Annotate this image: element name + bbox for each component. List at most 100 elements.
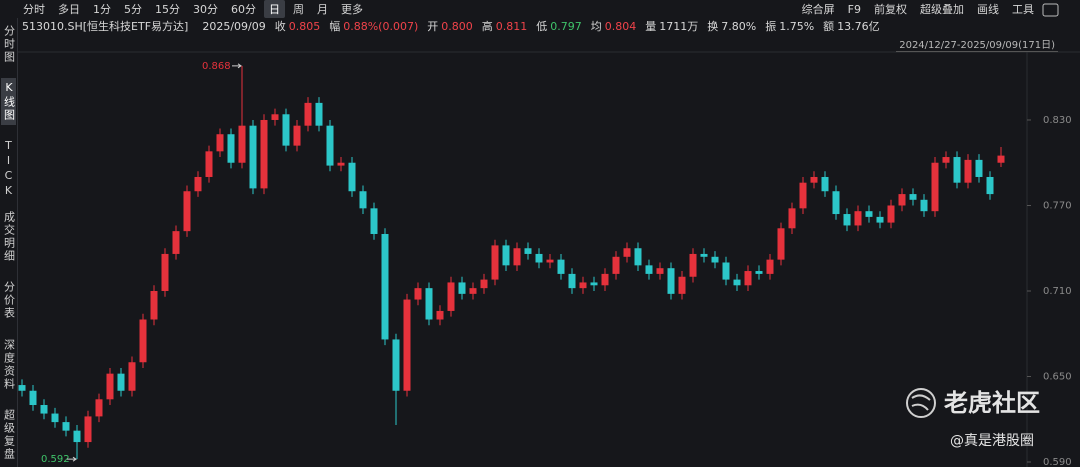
info-label: 量 bbox=[645, 20, 657, 33]
candle-body bbox=[282, 114, 290, 146]
sidebar-tab[interactable]: K线图 bbox=[1, 78, 16, 125]
candle-body bbox=[821, 176, 829, 192]
period-tab[interactable]: 日 bbox=[264, 0, 285, 18]
period-tab[interactable]: 15分 bbox=[155, 3, 180, 16]
candle-body bbox=[447, 282, 455, 311]
candle-body bbox=[667, 268, 675, 294]
info-field: 收 0.805 bbox=[275, 18, 321, 34]
window-icon[interactable] bbox=[1042, 3, 1059, 17]
candle-body bbox=[480, 279, 488, 289]
candle-body bbox=[590, 282, 598, 286]
candle-body bbox=[260, 119, 268, 189]
tool-button[interactable]: 综合屏 bbox=[801, 3, 835, 16]
info-bar: 513010.SH[恒生科技ETF易方达] 2025/09/09 收 0.805 幅… bbox=[22, 17, 880, 35]
period-tab[interactable]: 60分 bbox=[231, 3, 256, 16]
candle-body bbox=[436, 310, 444, 320]
candle-body bbox=[502, 245, 510, 266]
sidebar-tab[interactable]: 超级复盘 bbox=[2, 409, 16, 461]
info-field: 量 1711万 bbox=[645, 18, 698, 34]
info-field: 振 1.75% bbox=[765, 18, 814, 34]
y-tick-label: 0.590 bbox=[1043, 457, 1072, 467]
info-value: 7.80% bbox=[721, 20, 757, 33]
candle-body bbox=[766, 259, 774, 274]
candle-body bbox=[62, 422, 70, 431]
date-range[interactable]: 2024/12/27-2025/09/09(171日) bbox=[896, 36, 1058, 52]
info-field: 高 0.811 bbox=[482, 18, 528, 34]
tool-toolbar: 综合屏 F9 前复权 超级叠加 画线 工具 bbox=[797, 0, 1042, 18]
period-tab[interactable]: 周 bbox=[293, 3, 304, 16]
info-label: 开 bbox=[427, 20, 439, 33]
candle-body bbox=[403, 299, 411, 391]
candle-body bbox=[909, 194, 917, 200]
candle-body bbox=[678, 276, 686, 294]
candle-body bbox=[414, 288, 422, 300]
tool-button[interactable]: 前复权 bbox=[874, 3, 907, 16]
candle-body bbox=[139, 319, 147, 363]
candle-body bbox=[469, 288, 477, 294]
candle-body bbox=[546, 259, 554, 263]
period-tab[interactable]: 5分 bbox=[124, 3, 142, 16]
candle-body bbox=[84, 416, 92, 443]
period-tab[interactable]: 月 bbox=[317, 3, 328, 16]
watermark-logo-mark bbox=[911, 394, 931, 411]
candle-body bbox=[810, 176, 818, 183]
candle-body bbox=[40, 405, 48, 414]
tool-button[interactable]: F9 bbox=[847, 2, 861, 16]
sidebar-tab[interactable]: TICK bbox=[2, 139, 15, 199]
candle-body bbox=[315, 102, 323, 126]
candle-body bbox=[238, 125, 246, 163]
candle-body bbox=[854, 211, 862, 226]
period-tab[interactable]: 多日 bbox=[58, 3, 80, 16]
candle-body bbox=[161, 253, 169, 291]
period-tab[interactable]: 更多 bbox=[341, 3, 363, 16]
sidebar-tab[interactable]: 成交明细 bbox=[2, 211, 16, 263]
candle-body bbox=[755, 271, 763, 274]
period-tab[interactable]: 30分 bbox=[193, 3, 218, 16]
candle-body bbox=[293, 125, 301, 146]
period-tab[interactable]: 分时 bbox=[23, 3, 45, 16]
sidebar-tab[interactable]: 深度资料 bbox=[2, 339, 16, 391]
info-field: 开 0.800 bbox=[427, 18, 473, 34]
y-tick-label: 0.710 bbox=[1043, 286, 1072, 297]
info-field: 换 7.80% bbox=[707, 18, 756, 34]
candle-body bbox=[689, 253, 697, 277]
tool-button[interactable]: 工具 bbox=[1012, 3, 1034, 16]
candle-body bbox=[700, 253, 708, 257]
candle-body bbox=[931, 162, 939, 212]
candle-body bbox=[205, 151, 213, 177]
info-value: 13.76亿 bbox=[837, 20, 880, 33]
candle-body bbox=[568, 273, 576, 289]
candle-body bbox=[601, 273, 609, 286]
sidebar-tab[interactable]: 分价表 bbox=[2, 281, 16, 320]
period-tab[interactable]: 1分 bbox=[93, 3, 111, 16]
candle-body bbox=[425, 288, 433, 320]
candle-body bbox=[920, 199, 928, 212]
y-tick-label: 0.650 bbox=[1043, 372, 1072, 383]
candle-body bbox=[95, 399, 103, 417]
candle-body bbox=[612, 256, 620, 274]
info-value: 0.811 bbox=[495, 20, 528, 33]
info-value: 0.804 bbox=[604, 20, 637, 33]
candle-body bbox=[73, 430, 81, 443]
y-tick-label: 0.830 bbox=[1043, 115, 1072, 126]
y-tick-label: 0.770 bbox=[1043, 200, 1072, 211]
tool-button[interactable]: 画线 bbox=[977, 3, 999, 16]
min-price-arrow bbox=[67, 456, 77, 462]
info-field: 额 13.76亿 bbox=[823, 18, 880, 34]
sidebar-tab[interactable]: 分时图 bbox=[2, 25, 16, 64]
watermark-handle: @真是港股圈 bbox=[950, 433, 1034, 449]
info-field: 均 0.804 bbox=[591, 18, 637, 34]
candle-body bbox=[249, 125, 257, 189]
candle-body bbox=[887, 205, 895, 223]
candle-body bbox=[942, 157, 950, 163]
candle-body bbox=[370, 208, 378, 234]
candle-body bbox=[51, 413, 59, 423]
candle-body bbox=[18, 385, 26, 391]
candle-body bbox=[832, 191, 840, 215]
info-value: 0.88%(0.007) bbox=[343, 20, 419, 33]
candle-body bbox=[799, 182, 807, 209]
candle-body bbox=[722, 262, 730, 280]
tool-button[interactable]: 超级叠加 bbox=[920, 3, 964, 16]
